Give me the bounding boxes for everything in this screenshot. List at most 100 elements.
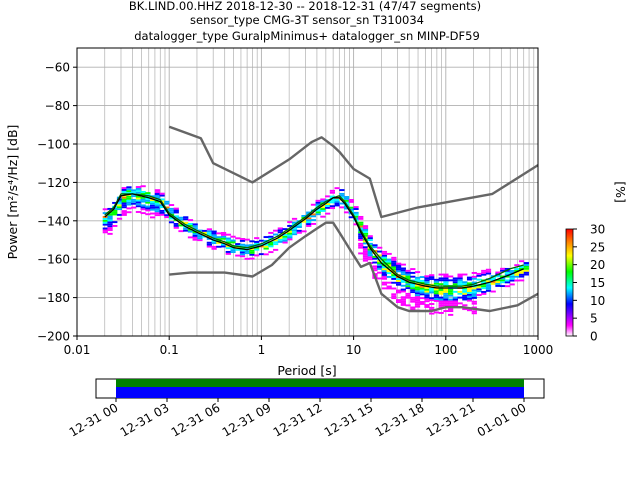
- timeline-tick-label: 12-31 12: [271, 400, 325, 439]
- psd-density-cell: [481, 292, 487, 295]
- psd-density-cell: [131, 200, 137, 203]
- psd-density-cell: [443, 283, 449, 286]
- psd-density-cell: [438, 298, 444, 301]
- psd-density-cell: [514, 269, 520, 272]
- psd-density-cell: [268, 243, 274, 246]
- psd-density-cell: [135, 199, 142, 202]
- psd-density-cell: [164, 216, 170, 219]
- psd-density-cell: [362, 232, 369, 235]
- psd-density-cell: [235, 243, 241, 246]
- psd-density-cell: [518, 267, 525, 270]
- psd-density-cell: [154, 189, 160, 192]
- psd-density-cell: [135, 186, 142, 188]
- psd-density-cell: [523, 269, 529, 272]
- psd-density-cell: [362, 234, 369, 237]
- psd-density-cell: [339, 192, 345, 195]
- psd-density-cell: [419, 301, 425, 303]
- psd-density-cell: [230, 251, 236, 254]
- psd-density-cell: [443, 300, 449, 303]
- psd-density-cell: [320, 215, 326, 218]
- psd-density-cell: [395, 268, 402, 271]
- psd-density-cell: [457, 275, 463, 278]
- x-tick-label: 0.1: [160, 343, 179, 357]
- psd-density-cell: [424, 298, 430, 301]
- psd-density-cell: [443, 296, 449, 299]
- psd-density-cell: [263, 243, 269, 246]
- psd-density-cell: [362, 250, 369, 253]
- psd-density-cell: [448, 304, 454, 307]
- psd-density-cell: [150, 202, 156, 205]
- psd-density-cell: [395, 283, 402, 286]
- psd-density-cell: [395, 289, 402, 292]
- psd-density-cell: [414, 299, 421, 302]
- psd-density-cell: [377, 254, 383, 257]
- timeline-tick-label: 12-31 09: [220, 400, 274, 439]
- psd-density-cell: [410, 298, 416, 301]
- psd-density-cell: [107, 227, 113, 230]
- psd-density-cell: [523, 265, 529, 268]
- psd-density-cell: [471, 306, 477, 309]
- psd-density-cell: [452, 277, 458, 280]
- psd-density-cell: [500, 277, 506, 280]
- psd-density-cell: [225, 245, 231, 248]
- psd-density-cell: [514, 264, 520, 267]
- timeline-tick-label: 12-31 00: [67, 400, 121, 439]
- psd-density-cell: [381, 281, 388, 284]
- psd-density-cell: [362, 242, 369, 245]
- psd-density-cell: [329, 195, 335, 198]
- psd-density-cell: [462, 273, 468, 276]
- psd-density-cell: [518, 266, 525, 268]
- psd-density-cell: [523, 262, 529, 264]
- psd-density-cell: [310, 215, 317, 218]
- psd-density-cell: [433, 292, 440, 295]
- psd-density-cell: [419, 289, 425, 292]
- psd-density-cell: [102, 231, 108, 234]
- psd-density-cell: [135, 205, 142, 208]
- psd-density-cell: [268, 235, 274, 238]
- psd-density-cell: [168, 217, 175, 220]
- psd-density-cell: [358, 221, 364, 224]
- psd-density-cell: [301, 215, 307, 217]
- psd-density-cell: [145, 201, 151, 204]
- psd-density-cell: [211, 240, 217, 243]
- psd-density-cell: [102, 221, 108, 224]
- psd-density-cell: [211, 234, 217, 237]
- psd-density-cell: [485, 280, 492, 283]
- psd-density-cell: [381, 258, 388, 261]
- psd-density-cell: [414, 278, 421, 281]
- psd-density-cell: [239, 239, 246, 242]
- psd-density-cell: [154, 212, 160, 215]
- psd-density-cell: [358, 246, 364, 249]
- psd-density-cell: [140, 191, 146, 193]
- psd-density-cell: [372, 257, 378, 260]
- psd-density-cell: [325, 205, 331, 207]
- psd-density-cell: [353, 217, 359, 220]
- psd-density-cell: [443, 304, 449, 307]
- psd-density-cell: [107, 225, 113, 228]
- psd-density-cell: [315, 213, 321, 216]
- psd-density-cell: [315, 211, 321, 214]
- psd-density-cell: [448, 292, 454, 295]
- psd-density-cell: [395, 299, 402, 302]
- psd-density-cell: [116, 202, 123, 205]
- psd-density-cell: [471, 295, 477, 297]
- psd-density-cell: [216, 245, 222, 248]
- psd-density-cell: [178, 230, 184, 233]
- psd-density-cell: [140, 196, 146, 199]
- psd-density-cell: [514, 279, 520, 282]
- psd-density-cell: [457, 302, 463, 305]
- psd-density-cell: [429, 303, 435, 305]
- psd-density-cell: [410, 306, 416, 309]
- psd-density-cell: [249, 248, 255, 250]
- colorbar-tick-label: 5: [590, 312, 598, 326]
- psd-density-cell: [400, 284, 406, 287]
- psd-density-cell: [121, 196, 127, 199]
- psd-density-cell: [135, 197, 142, 200]
- psd-density-cell: [107, 221, 113, 224]
- psd-density-cell: [334, 198, 340, 201]
- psd-density-cell: [145, 209, 151, 212]
- psd-density-cell: [471, 296, 477, 299]
- psd-density-cell: [471, 293, 477, 296]
- psd-density-cell: [154, 208, 160, 211]
- psd-density-cell: [325, 203, 331, 206]
